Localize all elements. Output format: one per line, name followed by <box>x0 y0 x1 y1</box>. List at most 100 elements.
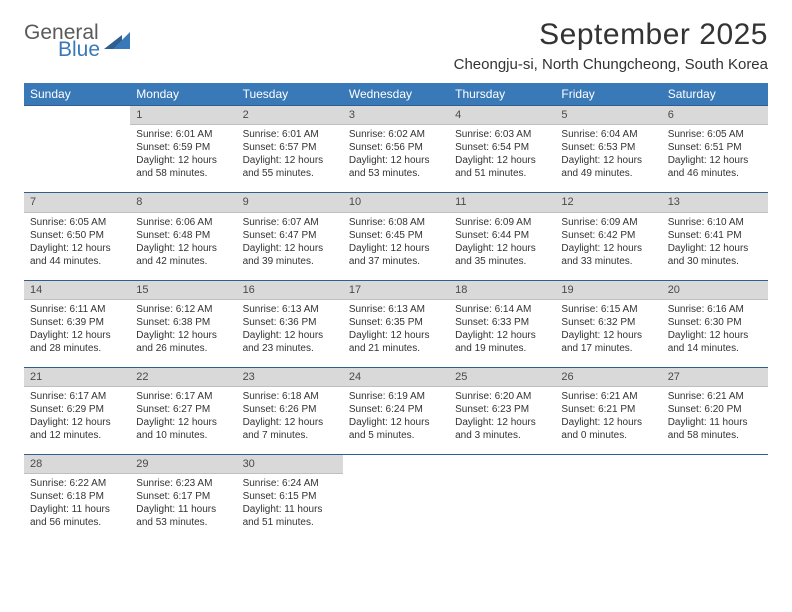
sunset-text: Sunset: 6:18 PM <box>30 490 124 503</box>
daylight-text: Daylight: 12 hours and 30 minutes. <box>668 242 762 268</box>
day-cell: Sunrise: 6:15 AMSunset: 6:32 PMDaylight:… <box>555 299 661 367</box>
day-number <box>24 106 130 125</box>
daylight-text: Daylight: 12 hours and 42 minutes. <box>136 242 230 268</box>
daylight-text: Daylight: 12 hours and 12 minutes. <box>30 416 124 442</box>
sunset-text: Sunset: 6:20 PM <box>668 403 762 416</box>
day-number: 27 <box>662 367 768 386</box>
day-number: 20 <box>662 280 768 299</box>
sunset-text: Sunset: 6:21 PM <box>561 403 655 416</box>
day-number: 24 <box>343 367 449 386</box>
sunrise-text: Sunrise: 6:16 AM <box>668 303 762 316</box>
sunset-text: Sunset: 6:17 PM <box>136 490 230 503</box>
sunrise-text: Sunrise: 6:24 AM <box>243 477 337 490</box>
day-number: 7 <box>24 193 130 212</box>
week-content-row: Sunrise: 6:01 AMSunset: 6:59 PMDaylight:… <box>24 125 768 193</box>
logo-text-blue: Blue <box>58 39 100 60</box>
header: General Blue September 2025 Cheongju-si,… <box>24 18 768 73</box>
day-cell: Sunrise: 6:03 AMSunset: 6:54 PMDaylight:… <box>449 125 555 193</box>
daylight-text: Daylight: 12 hours and 46 minutes. <box>668 154 762 180</box>
sunset-text: Sunset: 6:51 PM <box>668 141 762 154</box>
sunrise-text: Sunrise: 6:13 AM <box>349 303 443 316</box>
daylight-text: Daylight: 12 hours and 53 minutes. <box>349 154 443 180</box>
day-number: 19 <box>555 280 661 299</box>
sunrise-text: Sunrise: 6:01 AM <box>136 128 230 141</box>
sunset-text: Sunset: 6:47 PM <box>243 229 337 242</box>
sunset-text: Sunset: 6:44 PM <box>455 229 549 242</box>
dayhdr-friday: Friday <box>555 83 661 106</box>
day-cell: Sunrise: 6:19 AMSunset: 6:24 PMDaylight:… <box>343 387 449 455</box>
daylight-text: Daylight: 12 hours and 5 minutes. <box>349 416 443 442</box>
sunrise-text: Sunrise: 6:05 AM <box>668 128 762 141</box>
day-cell <box>449 474 555 542</box>
day-cell: Sunrise: 6:07 AMSunset: 6:47 PMDaylight:… <box>237 212 343 280</box>
sunrise-text: Sunrise: 6:14 AM <box>455 303 549 316</box>
sunset-text: Sunset: 6:30 PM <box>668 316 762 329</box>
day-number: 29 <box>130 455 236 474</box>
dayhdr-wednesday: Wednesday <box>343 83 449 106</box>
logo: General Blue <box>24 22 130 60</box>
day-cell: Sunrise: 6:09 AMSunset: 6:44 PMDaylight:… <box>449 212 555 280</box>
day-number: 11 <box>449 193 555 212</box>
daylight-text: Daylight: 12 hours and 35 minutes. <box>455 242 549 268</box>
sunset-text: Sunset: 6:39 PM <box>30 316 124 329</box>
sunrise-text: Sunrise: 6:10 AM <box>668 216 762 229</box>
daylight-text: Daylight: 12 hours and 49 minutes. <box>561 154 655 180</box>
sunset-text: Sunset: 6:33 PM <box>455 316 549 329</box>
dayhdr-thursday: Thursday <box>449 83 555 106</box>
sunset-text: Sunset: 6:35 PM <box>349 316 443 329</box>
daylight-text: Daylight: 12 hours and 3 minutes. <box>455 416 549 442</box>
daylight-text: Daylight: 12 hours and 39 minutes. <box>243 242 337 268</box>
day-number: 26 <box>555 367 661 386</box>
day-number: 9 <box>237 193 343 212</box>
day-number: 1 <box>130 106 236 125</box>
week-content-row: Sunrise: 6:22 AMSunset: 6:18 PM Daylight:… <box>24 474 768 542</box>
day-cell: Sunrise: 6:13 AMSunset: 6:35 PMDaylight:… <box>343 299 449 367</box>
sunset-text: Sunset: 6:57 PM <box>243 141 337 154</box>
sunrise-text: Sunrise: 6:03 AM <box>455 128 549 141</box>
week-daynum-row: 282930 <box>24 455 768 474</box>
sunset-text: Sunset: 6:42 PM <box>561 229 655 242</box>
sunrise-text: Sunrise: 6:18 AM <box>243 390 337 403</box>
sunset-text: Sunset: 6:26 PM <box>243 403 337 416</box>
week-content-row: Sunrise: 6:11 AMSunset: 6:39 PMDaylight:… <box>24 299 768 367</box>
day-cell: Sunrise: 6:17 AMSunset: 6:27 PMDaylight:… <box>130 387 236 455</box>
day-cell: Sunrise: 6:17 AMSunset: 6:29 PMDaylight:… <box>24 387 130 455</box>
daylight-text: Daylight: 12 hours and 58 minutes. <box>136 154 230 180</box>
day-number: 30 <box>237 455 343 474</box>
location: Cheongju-si, North Chungcheong, South Ko… <box>454 56 768 73</box>
daylight-text: Daylight: 11 hours and 58 minutes. <box>668 416 762 442</box>
day-number: 13 <box>662 193 768 212</box>
dayhdr-saturday: Saturday <box>662 83 768 106</box>
daylight-text: Daylight: 12 hours and 26 minutes. <box>136 329 230 355</box>
sunrise-text: Sunrise: 6:08 AM <box>349 216 443 229</box>
daylight-text: Daylight: 11 hours and 51 minutes. <box>243 503 337 529</box>
daylight-text: Daylight: 12 hours and 37 minutes. <box>349 242 443 268</box>
day-number: 12 <box>555 193 661 212</box>
day-number: 15 <box>130 280 236 299</box>
sunrise-text: Sunrise: 6:21 AM <box>561 390 655 403</box>
day-cell: Sunrise: 6:22 AMSunset: 6:18 PMDaylight:… <box>24 474 130 542</box>
sunrise-text: Sunrise: 6:20 AM <box>455 390 549 403</box>
sunset-text: Sunset: 6:56 PM <box>349 141 443 154</box>
sunrise-text: Sunrise: 6:09 AM <box>561 216 655 229</box>
day-number: 14 <box>24 280 130 299</box>
day-cell: Sunrise: 6:04 AMSunset: 6:53 PMDaylight:… <box>555 125 661 193</box>
daylight-text: Daylight: 12 hours and 21 minutes. <box>349 329 443 355</box>
sunrise-text: Sunrise: 6:22 AM <box>30 477 124 490</box>
daylight-text: Daylight: 12 hours and 55 minutes. <box>243 154 337 180</box>
month-title: September 2025 <box>454 18 768 52</box>
sunset-text: Sunset: 6:50 PM <box>30 229 124 242</box>
day-cell: Sunrise: 6:21 AMSunset: 6:20 PMDaylight:… <box>662 387 768 455</box>
sunrise-text: Sunrise: 6:04 AM <box>561 128 655 141</box>
day-cell: Sunrise: 6:13 AMSunset: 6:36 PMDaylight:… <box>237 299 343 367</box>
day-cell: Sunrise: 6:10 AMSunset: 6:41 PMDaylight:… <box>662 212 768 280</box>
day-cell <box>24 125 130 193</box>
day-cell: Sunrise: 6:24 AMSunset: 6:15 PMDaylight:… <box>237 474 343 542</box>
daylight-text: Daylight: 12 hours and 33 minutes. <box>561 242 655 268</box>
day-cell: Sunrise: 6:16 AMSunset: 6:30 PMDaylight:… <box>662 299 768 367</box>
sunset-text: Sunset: 6:48 PM <box>136 229 230 242</box>
sunrise-text: Sunrise: 6:07 AM <box>243 216 337 229</box>
daylight-text: Daylight: 12 hours and 19 minutes. <box>455 329 549 355</box>
sunset-text: Sunset: 6:27 PM <box>136 403 230 416</box>
sunrise-text: Sunrise: 6:23 AM <box>136 477 230 490</box>
